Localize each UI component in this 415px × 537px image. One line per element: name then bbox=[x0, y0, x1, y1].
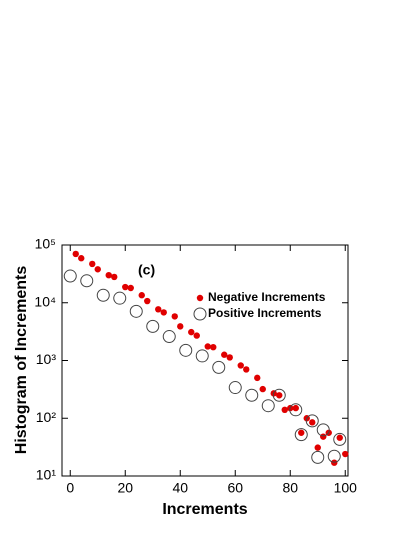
point bbox=[162, 330, 176, 344]
point bbox=[179, 343, 193, 357]
x-tick-label: 40 bbox=[172, 480, 188, 496]
point bbox=[138, 292, 145, 299]
x-tick-label: 60 bbox=[227, 480, 243, 496]
point bbox=[333, 432, 347, 446]
point bbox=[127, 284, 134, 292]
y-tick-label: 10⁵ bbox=[35, 236, 56, 252]
point bbox=[111, 273, 118, 281]
point bbox=[245, 388, 259, 402]
point bbox=[80, 274, 94, 288]
point bbox=[316, 423, 330, 437]
point bbox=[228, 381, 242, 395]
point bbox=[96, 288, 110, 302]
point bbox=[320, 433, 327, 440]
point bbox=[298, 429, 305, 436]
point bbox=[309, 419, 316, 426]
point bbox=[193, 332, 200, 339]
point bbox=[155, 306, 162, 313]
point bbox=[221, 351, 228, 358]
point bbox=[237, 362, 244, 369]
point bbox=[226, 354, 233, 361]
point bbox=[259, 385, 266, 393]
legend-marker bbox=[196, 294, 204, 302]
legend-marker bbox=[193, 307, 207, 321]
point bbox=[243, 366, 250, 373]
point bbox=[105, 271, 112, 279]
legend-label: Positive Increments bbox=[208, 306, 322, 320]
plot-frame bbox=[61, 244, 349, 477]
y-tick-label: 10⁴ bbox=[34, 293, 56, 309]
point bbox=[78, 255, 85, 262]
point bbox=[204, 343, 211, 350]
y-axis-label: Histogram of Increments bbox=[13, 266, 30, 455]
point bbox=[63, 269, 77, 283]
y-tick-label: 10³ bbox=[36, 351, 57, 367]
point bbox=[210, 343, 217, 351]
point bbox=[305, 414, 319, 428]
point bbox=[272, 388, 286, 402]
point bbox=[261, 399, 275, 413]
point bbox=[113, 291, 127, 305]
x-tick-label: 20 bbox=[117, 480, 133, 496]
x-axis-label: Increments bbox=[162, 501, 247, 518]
point bbox=[72, 250, 79, 258]
point bbox=[188, 328, 195, 336]
point bbox=[281, 406, 288, 414]
point bbox=[336, 434, 343, 441]
point bbox=[177, 323, 184, 330]
point bbox=[289, 403, 303, 417]
point bbox=[254, 374, 261, 382]
point bbox=[294, 428, 308, 442]
point bbox=[89, 260, 96, 268]
point bbox=[122, 283, 129, 291]
x-tick-label: 0 bbox=[66, 480, 74, 496]
point bbox=[212, 360, 226, 374]
point bbox=[144, 297, 151, 305]
y-tick-label: 10¹ bbox=[36, 467, 57, 483]
point bbox=[129, 304, 143, 318]
point bbox=[171, 313, 178, 320]
point bbox=[292, 404, 299, 412]
point bbox=[160, 309, 167, 316]
point bbox=[314, 444, 321, 451]
point bbox=[195, 349, 209, 363]
point bbox=[311, 450, 325, 464]
point bbox=[94, 266, 101, 273]
point bbox=[342, 450, 349, 458]
point bbox=[146, 319, 160, 333]
y-tick-label: 10² bbox=[36, 409, 57, 425]
annotation: (c) bbox=[138, 262, 155, 278]
point bbox=[327, 449, 341, 463]
point bbox=[276, 392, 283, 399]
x-tick-label: 80 bbox=[282, 480, 298, 496]
legend-label: Negative Increments bbox=[208, 290, 326, 304]
x-tick-label: 100 bbox=[334, 480, 358, 496]
